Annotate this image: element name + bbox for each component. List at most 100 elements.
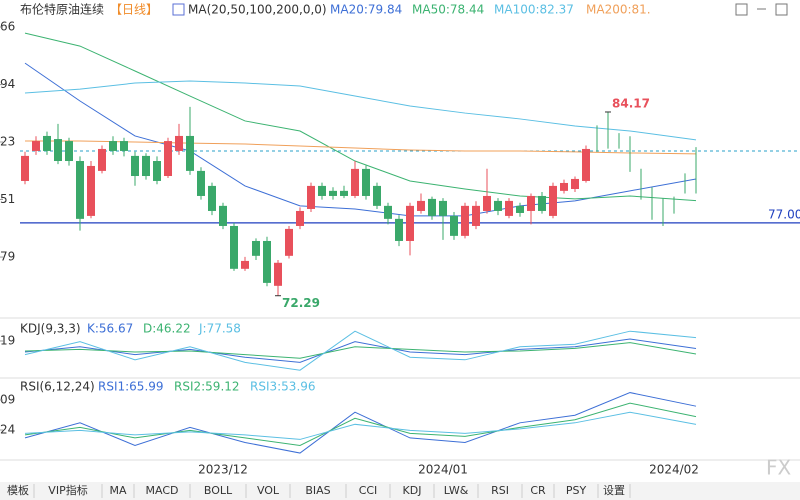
tab[interactable]: CR xyxy=(530,484,546,497)
candle-body xyxy=(428,198,436,216)
annotation: 84.17 xyxy=(612,96,650,110)
candle-body xyxy=(285,228,293,256)
legend-entry: RSI2:59.12 xyxy=(174,380,240,394)
candle-body xyxy=(296,210,304,226)
y-tick-label: 94 xyxy=(0,77,15,91)
candle-body xyxy=(362,168,370,196)
annotation: 72.29 xyxy=(282,296,320,310)
x-tick-label: 2023/12 xyxy=(198,463,248,477)
candle-body xyxy=(560,182,568,191)
legend-entry: K:56.67 xyxy=(87,322,133,336)
tab[interactable]: LW& xyxy=(444,484,469,497)
legend-entry: RSI3:53.96 xyxy=(250,380,316,394)
candle-body xyxy=(329,190,337,196)
candle-body xyxy=(472,205,480,226)
tab[interactable]: 设置 xyxy=(603,484,625,497)
candle-body xyxy=(197,170,205,196)
candle-body xyxy=(549,185,557,216)
icon[interactable] xyxy=(735,3,748,16)
kdj-title: KDJ(9,3,3) xyxy=(20,322,81,336)
y-tick-label: 66 xyxy=(0,20,15,34)
tab[interactable]: PSY xyxy=(566,484,587,497)
candle-body xyxy=(120,141,128,151)
candle-body xyxy=(384,205,392,219)
x-tick-label: 2024/01 xyxy=(418,463,468,477)
candle-body xyxy=(406,205,414,241)
candle-body xyxy=(307,185,315,209)
candle-body xyxy=(527,195,535,211)
kdj-line xyxy=(24,338,697,363)
candle-body xyxy=(395,218,403,241)
tab[interactable]: VOL xyxy=(257,484,280,497)
y-tick-label: 09 xyxy=(0,393,15,407)
candle-body xyxy=(252,240,260,256)
candle-body xyxy=(21,155,29,181)
candle-body xyxy=(263,240,271,283)
ma-line xyxy=(24,80,697,141)
tab[interactable]: CCI xyxy=(359,484,378,497)
candle-body xyxy=(538,195,546,211)
icon[interactable] xyxy=(775,3,788,16)
legend-entry: J:77.58 xyxy=(198,322,241,336)
tab[interactable]: KDJ xyxy=(403,484,422,497)
ma-line xyxy=(25,140,697,155)
candle-body xyxy=(417,200,425,211)
y-tick-label: 51 xyxy=(0,192,15,206)
candle-body xyxy=(219,205,227,226)
rsi-line xyxy=(24,392,697,454)
tab[interactable]: 模板 xyxy=(7,483,29,497)
legend-entry: RSI1:65.99 xyxy=(98,380,164,394)
tab-bar xyxy=(0,482,800,500)
candle-body xyxy=(340,190,348,196)
candle-body xyxy=(98,148,106,171)
period: 【日线】 xyxy=(110,3,158,17)
toolbar-icons xyxy=(172,3,788,16)
x-tick-label: 2024/02 xyxy=(649,463,699,477)
tab[interactable]: BOLL xyxy=(204,484,233,497)
legend-entry: MA20:79.84 xyxy=(330,3,402,17)
rsi-line xyxy=(24,411,697,440)
candle-body xyxy=(241,260,249,269)
candle-body xyxy=(230,225,238,269)
candle-body xyxy=(439,200,447,216)
ma-line xyxy=(24,62,697,217)
legend-entry: D:46.22 xyxy=(143,322,191,336)
ma-label: MA(20,50,100,200,0,0) xyxy=(188,3,327,17)
candle-body xyxy=(505,200,513,216)
candle-body xyxy=(76,161,84,219)
candle-body xyxy=(274,262,282,286)
legend-entry: MA100:82.37 xyxy=(494,3,574,17)
candle-body xyxy=(461,205,469,236)
candle-body xyxy=(582,148,590,181)
candle-body xyxy=(153,161,161,181)
candle-body xyxy=(109,141,117,151)
candle-body xyxy=(186,135,194,171)
tab[interactable]: VIP指标 xyxy=(48,483,87,497)
chart-title: 布伦特原油连续 xyxy=(20,2,104,17)
candle-body xyxy=(571,178,579,190)
kdj-line xyxy=(24,342,697,359)
icon xyxy=(172,3,185,16)
candle-body xyxy=(175,135,183,151)
tab[interactable]: MA xyxy=(109,484,126,497)
candle-body xyxy=(65,141,73,162)
rsi-title: RSI(6,12,24) xyxy=(20,380,95,394)
candle-body xyxy=(87,165,95,216)
watermark: FX xyxy=(766,456,792,480)
y-tick-label: 24 xyxy=(0,423,15,437)
candle-body xyxy=(142,155,150,177)
rsi-line xyxy=(24,402,697,446)
y-tick-label: 79 xyxy=(0,250,15,264)
support-label: 77.00 xyxy=(768,207,800,221)
y-tick-label: 23 xyxy=(0,134,15,148)
legend-entry: MA200:81. xyxy=(586,3,651,17)
tab[interactable]: MACD xyxy=(146,484,179,497)
candle-body xyxy=(43,135,51,151)
tab[interactable]: RSI xyxy=(491,484,509,497)
candle-body xyxy=(32,141,40,151)
candle-body xyxy=(318,185,326,196)
tab[interactable]: BIAS xyxy=(305,484,330,497)
candle-body xyxy=(54,139,62,162)
candle-body xyxy=(164,141,172,177)
